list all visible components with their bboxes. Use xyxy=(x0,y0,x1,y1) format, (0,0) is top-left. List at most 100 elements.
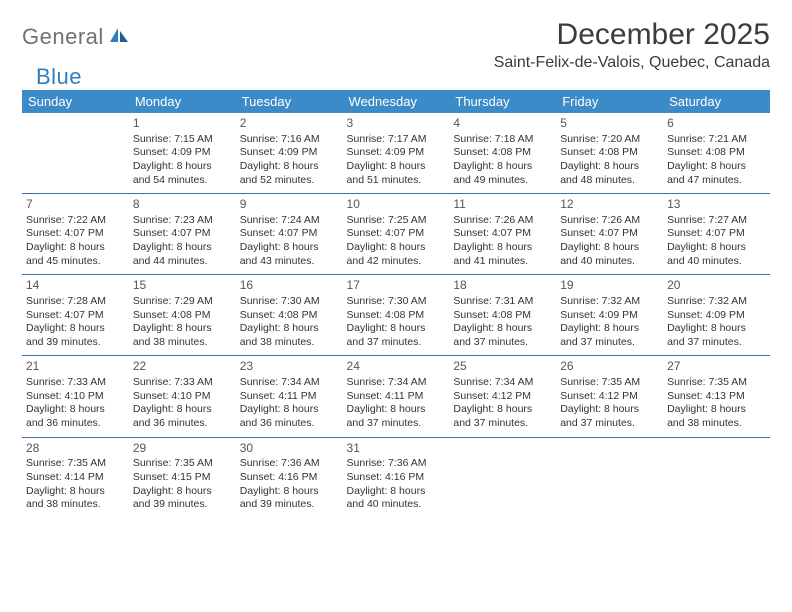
day1-text: Daylight: 8 hours xyxy=(667,241,766,255)
month-title: December 2025 xyxy=(494,18,770,52)
day-number: 9 xyxy=(240,197,339,213)
calendar-cell: 12Sunrise: 7:26 AMSunset: 4:07 PMDayligh… xyxy=(556,194,663,275)
day1-text: Daylight: 8 hours xyxy=(240,485,339,499)
calendar-cell: 24Sunrise: 7:34 AMSunset: 4:11 PMDayligh… xyxy=(343,356,450,437)
calendar-cell: 9Sunrise: 7:24 AMSunset: 4:07 PMDaylight… xyxy=(236,194,343,275)
day-number: 25 xyxy=(453,359,552,375)
sunrise-text: Sunrise: 7:35 AM xyxy=(560,376,659,390)
calendar-cell: 29Sunrise: 7:35 AMSunset: 4:15 PMDayligh… xyxy=(129,437,236,518)
sunset-text: Sunset: 4:14 PM xyxy=(26,471,125,485)
calendar-cell: 30Sunrise: 7:36 AMSunset: 4:16 PMDayligh… xyxy=(236,437,343,518)
day1-text: Daylight: 8 hours xyxy=(667,322,766,336)
sunrise-text: Sunrise: 7:25 AM xyxy=(347,214,446,228)
day1-text: Daylight: 8 hours xyxy=(133,160,232,174)
calendar-cell: 4Sunrise: 7:18 AMSunset: 4:08 PMDaylight… xyxy=(449,113,556,194)
calendar-week: 7Sunrise: 7:22 AMSunset: 4:07 PMDaylight… xyxy=(22,194,770,275)
day1-text: Daylight: 8 hours xyxy=(560,241,659,255)
day2-text: and 38 minutes. xyxy=(240,336,339,350)
day-number: 16 xyxy=(240,278,339,294)
calendar-cell: 22Sunrise: 7:33 AMSunset: 4:10 PMDayligh… xyxy=(129,356,236,437)
day2-text: and 37 minutes. xyxy=(453,417,552,431)
day2-text: and 47 minutes. xyxy=(667,174,766,188)
day-number: 8 xyxy=(133,197,232,213)
day2-text: and 42 minutes. xyxy=(347,255,446,269)
sunset-text: Sunset: 4:16 PM xyxy=(347,471,446,485)
sunset-text: Sunset: 4:07 PM xyxy=(240,227,339,241)
sunset-text: Sunset: 4:09 PM xyxy=(347,146,446,160)
day-number: 24 xyxy=(347,359,446,375)
day2-text: and 41 minutes. xyxy=(453,255,552,269)
calendar-cell: 25Sunrise: 7:34 AMSunset: 4:12 PMDayligh… xyxy=(449,356,556,437)
calendar-cell: 23Sunrise: 7:34 AMSunset: 4:11 PMDayligh… xyxy=(236,356,343,437)
sunrise-text: Sunrise: 7:21 AM xyxy=(667,133,766,147)
day2-text: and 39 minutes. xyxy=(240,498,339,512)
day2-text: and 48 minutes. xyxy=(560,174,659,188)
day-number: 7 xyxy=(26,197,125,213)
sunset-text: Sunset: 4:08 PM xyxy=(667,146,766,160)
day-number: 1 xyxy=(133,116,232,132)
sunset-text: Sunset: 4:07 PM xyxy=(133,227,232,241)
day1-text: Daylight: 8 hours xyxy=(240,241,339,255)
sunrise-text: Sunrise: 7:36 AM xyxy=(347,457,446,471)
sunset-text: Sunset: 4:10 PM xyxy=(133,390,232,404)
calendar-cell: 21Sunrise: 7:33 AMSunset: 4:10 PMDayligh… xyxy=(22,356,129,437)
day-number: 27 xyxy=(667,359,766,375)
calendar-cell: 14Sunrise: 7:28 AMSunset: 4:07 PMDayligh… xyxy=(22,275,129,356)
day2-text: and 36 minutes. xyxy=(240,417,339,431)
sunrise-text: Sunrise: 7:33 AM xyxy=(26,376,125,390)
day-number: 5 xyxy=(560,116,659,132)
sunset-text: Sunset: 4:07 PM xyxy=(453,227,552,241)
sunset-text: Sunset: 4:16 PM xyxy=(240,471,339,485)
day1-text: Daylight: 8 hours xyxy=(133,485,232,499)
sunrise-text: Sunrise: 7:20 AM xyxy=(560,133,659,147)
calendar-cell xyxy=(556,437,663,518)
brand-name-2: Blue xyxy=(36,64,82,90)
sunrise-text: Sunrise: 7:35 AM xyxy=(667,376,766,390)
sunset-text: Sunset: 4:09 PM xyxy=(133,146,232,160)
calendar-week: 21Sunrise: 7:33 AMSunset: 4:10 PMDayligh… xyxy=(22,356,770,437)
sunset-text: Sunset: 4:10 PM xyxy=(26,390,125,404)
day-number: 26 xyxy=(560,359,659,375)
day-header: Thursday xyxy=(449,90,556,113)
day-number: 21 xyxy=(26,359,125,375)
day-number: 28 xyxy=(26,441,125,457)
sunrise-text: Sunrise: 7:18 AM xyxy=(453,133,552,147)
day-number: 20 xyxy=(667,278,766,294)
calendar-header: Sunday Monday Tuesday Wednesday Thursday… xyxy=(22,90,770,113)
day-number: 3 xyxy=(347,116,446,132)
day-number: 2 xyxy=(240,116,339,132)
sunset-text: Sunset: 4:12 PM xyxy=(560,390,659,404)
calendar-table: Sunday Monday Tuesday Wednesday Thursday… xyxy=(22,90,770,518)
day2-text: and 37 minutes. xyxy=(560,336,659,350)
calendar-cell: 31Sunrise: 7:36 AMSunset: 4:16 PMDayligh… xyxy=(343,437,450,518)
sunrise-text: Sunrise: 7:30 AM xyxy=(347,295,446,309)
sunrise-text: Sunrise: 7:33 AM xyxy=(133,376,232,390)
sunset-text: Sunset: 4:08 PM xyxy=(453,309,552,323)
day2-text: and 54 minutes. xyxy=(133,174,232,188)
calendar-week: 1Sunrise: 7:15 AMSunset: 4:09 PMDaylight… xyxy=(22,113,770,194)
day2-text: and 45 minutes. xyxy=(26,255,125,269)
day2-text: and 37 minutes. xyxy=(667,336,766,350)
sunrise-text: Sunrise: 7:30 AM xyxy=(240,295,339,309)
day-number: 23 xyxy=(240,359,339,375)
day2-text: and 37 minutes. xyxy=(453,336,552,350)
calendar-page: General December 2025 Saint-Felix-de-Val… xyxy=(0,0,792,528)
calendar-cell: 15Sunrise: 7:29 AMSunset: 4:08 PMDayligh… xyxy=(129,275,236,356)
day1-text: Daylight: 8 hours xyxy=(453,403,552,417)
day1-text: Daylight: 8 hours xyxy=(453,322,552,336)
sunset-text: Sunset: 4:08 PM xyxy=(453,146,552,160)
day-number: 13 xyxy=(667,197,766,213)
calendar-week: 28Sunrise: 7:35 AMSunset: 4:14 PMDayligh… xyxy=(22,437,770,518)
sunrise-text: Sunrise: 7:27 AM xyxy=(667,214,766,228)
calendar-cell: 27Sunrise: 7:35 AMSunset: 4:13 PMDayligh… xyxy=(663,356,770,437)
day1-text: Daylight: 8 hours xyxy=(240,322,339,336)
day2-text: and 39 minutes. xyxy=(133,498,232,512)
day1-text: Daylight: 8 hours xyxy=(667,403,766,417)
day1-text: Daylight: 8 hours xyxy=(560,160,659,174)
day2-text: and 40 minutes. xyxy=(560,255,659,269)
day2-text: and 37 minutes. xyxy=(560,417,659,431)
day2-text: and 37 minutes. xyxy=(347,336,446,350)
sunset-text: Sunset: 4:07 PM xyxy=(26,227,125,241)
day1-text: Daylight: 8 hours xyxy=(26,403,125,417)
calendar-cell: 8Sunrise: 7:23 AMSunset: 4:07 PMDaylight… xyxy=(129,194,236,275)
